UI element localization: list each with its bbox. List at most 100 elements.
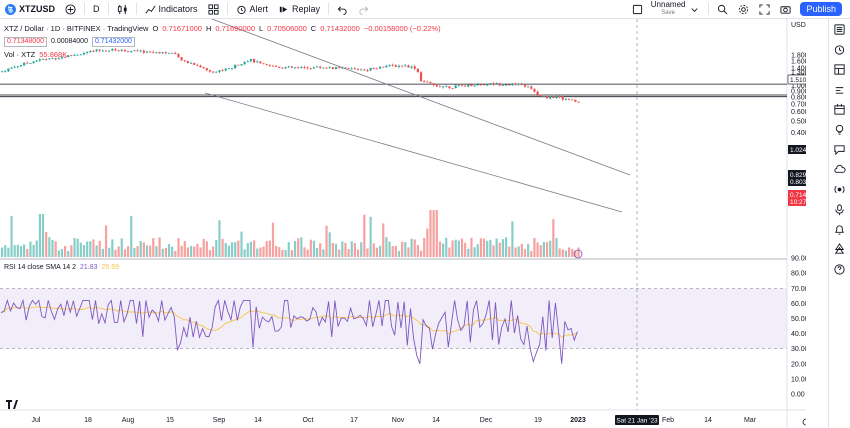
- pine-editor-icon[interactable]: [833, 243, 846, 256]
- channel-lower-line: [204, 92, 623, 213]
- gear-icon: [739, 4, 749, 14]
- volume-bar: [334, 243, 338, 257]
- candle-body: [530, 86, 533, 89]
- legend-close: 0.71432000: [320, 24, 360, 33]
- candle-body: [404, 65, 407, 67]
- alert-button[interactable]: Alert: [231, 0, 274, 19]
- notifications-icon[interactable]: [833, 223, 846, 236]
- alarm-clock-icon[interactable]: [833, 43, 846, 56]
- layout-menu[interactable]: Unnamed Save: [627, 0, 706, 19]
- candle-body: [382, 66, 385, 68]
- volume-bar: [196, 243, 199, 257]
- candle-body: [379, 66, 382, 69]
- cloud-icon[interactable]: [833, 163, 846, 176]
- volume-marker: [573, 249, 583, 259]
- rsi-tick-label: 20.00: [791, 361, 806, 368]
- volume-bar: [407, 247, 410, 257]
- buy-button[interactable]: 0.71432000: [91, 36, 135, 47]
- candle-body: [136, 50, 139, 52]
- fullscreen-button[interactable]: [754, 0, 775, 19]
- candle-body: [32, 61, 35, 64]
- help-icon[interactable]: [833, 263, 846, 276]
- hotlist-icon[interactable]: [833, 83, 846, 96]
- volume-bar: [574, 250, 577, 257]
- publish-button[interactable]: Publish: [800, 2, 842, 16]
- volume-bar: [60, 248, 64, 257]
- indicators-button[interactable]: Indicators: [140, 0, 203, 19]
- interval-button[interactable]: D: [88, 0, 105, 19]
- candle-body: [564, 99, 568, 100]
- volume-bar: [227, 245, 230, 257]
- candle-body: [325, 67, 328, 69]
- streams-icon[interactable]: [833, 183, 846, 196]
- volume-bar: [356, 249, 360, 257]
- volume-bar: [413, 239, 416, 257]
- sell-button[interactable]: 0.71348000: [4, 36, 47, 47]
- volume-bar: [1, 247, 4, 257]
- podcast-icon[interactable]: [833, 203, 846, 216]
- candle-body: [281, 67, 284, 69]
- volume-bar: [338, 249, 341, 257]
- volume-bar: [397, 250, 401, 257]
- candle-body: [394, 65, 397, 67]
- volume-bar: [322, 249, 325, 257]
- volume-bar: [86, 241, 89, 257]
- chart-legend: XTZ / Dollar · 1D · BITFINEX · TradingVi…: [4, 22, 441, 61]
- settings-button[interactable]: [733, 0, 754, 19]
- volume-bar: [281, 250, 284, 257]
- volume-bar: [114, 249, 117, 257]
- ideas-bulb-icon[interactable]: [833, 123, 846, 136]
- snapshot-button[interactable]: [775, 0, 796, 19]
- volume-bar: [319, 243, 322, 257]
- tezos-logo-icon: ꜩ: [5, 3, 16, 15]
- candle-body: [309, 68, 312, 70]
- redo-button[interactable]: [353, 0, 374, 19]
- layouts-button[interactable]: [203, 0, 224, 19]
- chart-type-button[interactable]: [112, 0, 133, 19]
- divider: [135, 3, 137, 15]
- volume-bar: [331, 242, 334, 257]
- volume-bar: [564, 250, 568, 257]
- legend-high: 0.71690000: [215, 24, 255, 33]
- volume-bar: [202, 238, 205, 257]
- time-tick-label: 2023: [570, 417, 586, 424]
- volume-bar: [64, 246, 67, 257]
- time-tick-label: Oct: [303, 417, 314, 424]
- volume-bar: [218, 220, 221, 257]
- candle-body: [164, 52, 167, 54]
- chart-canvas[interactable]: USD 1.800000001.600000001.400000001.30000…: [0, 19, 806, 428]
- calendar-icon[interactable]: [833, 103, 846, 116]
- undo-button[interactable]: [332, 0, 353, 19]
- rsi-legend: RSI 14 close SMA 14 2 21.83 25.69: [4, 264, 119, 271]
- candles: [1, 47, 580, 103]
- volume-bar: [505, 237, 508, 257]
- volume-bar: [70, 245, 73, 257]
- candle-body: [464, 85, 467, 87]
- volume-bar: [164, 247, 167, 257]
- volume-bar: [379, 245, 382, 257]
- volume-bar: [38, 214, 41, 257]
- candle-body: [552, 96, 555, 98]
- volume-bar: [410, 238, 413, 257]
- chat-icon[interactable]: [833, 143, 846, 156]
- search-button[interactable]: [712, 0, 733, 19]
- candle-body: [111, 49, 114, 51]
- data-window-icon[interactable]: [833, 63, 846, 76]
- symbol-search[interactable]: ꜩ XTZUSD: [0, 0, 60, 19]
- candle-body: [489, 83, 492, 85]
- replay-button[interactable]: Replay: [273, 0, 325, 19]
- volume-bar: [284, 249, 287, 257]
- candle-body: [290, 66, 293, 68]
- compare-button[interactable]: [60, 0, 81, 19]
- candle-body: [202, 67, 205, 69]
- volume-bar: [429, 210, 432, 257]
- volume-bar: [290, 250, 293, 257]
- candle-body: [435, 85, 438, 87]
- watchlist-icon[interactable]: [833, 23, 846, 36]
- legend-low: 0.70506000: [267, 24, 307, 33]
- volume-bar: [89, 241, 92, 257]
- volume-bar: [32, 244, 35, 257]
- volume-bar: [489, 239, 492, 257]
- candle-body: [199, 65, 202, 68]
- volume-bar: [278, 247, 281, 257]
